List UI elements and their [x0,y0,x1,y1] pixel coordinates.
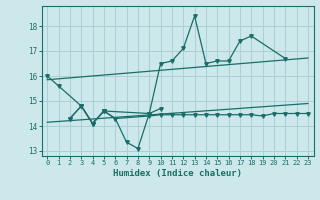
X-axis label: Humidex (Indice chaleur): Humidex (Indice chaleur) [113,169,242,178]
